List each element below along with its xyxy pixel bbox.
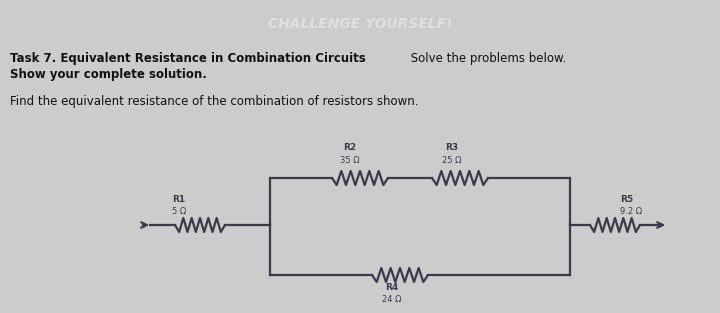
Text: 35 Ω: 35 Ω	[340, 156, 360, 165]
Text: Task 7. Equivalent Resistance in Combination Circuits: Task 7. Equivalent Resistance in Combina…	[10, 52, 366, 65]
Text: R1: R1	[172, 195, 185, 204]
Text: 5 Ω: 5 Ω	[172, 207, 186, 216]
Text: R5: R5	[620, 195, 633, 204]
Text: CHALLENGE YOURSELF!: CHALLENGE YOURSELF!	[268, 17, 452, 31]
Text: R2: R2	[343, 143, 356, 152]
Text: Find the equivalent resistance of the combination of resistors shown.: Find the equivalent resistance of the co…	[10, 95, 418, 108]
Text: Show your complete solution.: Show your complete solution.	[10, 68, 207, 81]
Text: R3: R3	[446, 143, 459, 152]
Text: 9.2 Ω: 9.2 Ω	[620, 207, 642, 216]
Text: 24 Ω: 24 Ω	[382, 295, 402, 304]
Text: Solve the problems below.: Solve the problems below.	[407, 52, 566, 65]
Text: 25 Ω: 25 Ω	[442, 156, 462, 165]
Text: R4: R4	[385, 283, 399, 292]
